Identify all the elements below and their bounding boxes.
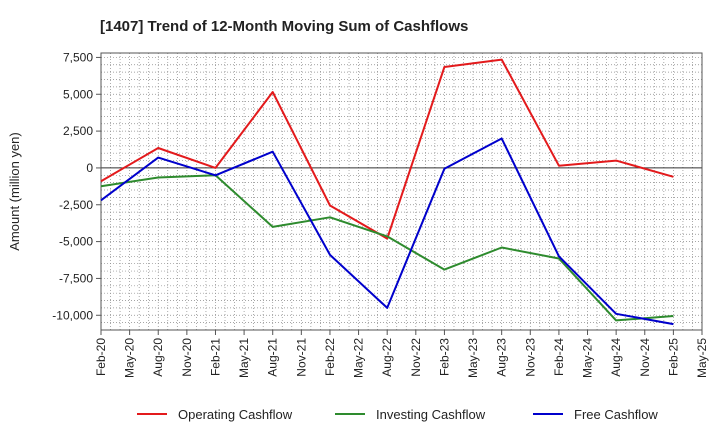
x-tick-label: May-23 <box>466 338 480 378</box>
legend-label-investing-cashflow: Investing Cashflow <box>376 407 486 422</box>
x-tick-label: May-24 <box>581 338 595 378</box>
series-line-investing-cashflow <box>100 174 674 322</box>
x-tick-label: Feb-25 <box>666 338 680 376</box>
plot-frame <box>100 52 703 331</box>
y-tick-label: -2,500 <box>59 198 93 212</box>
x-tick-label: Aug-20 <box>151 338 165 377</box>
x-tick-label: Aug-23 <box>495 338 509 377</box>
x-tick-label: May-25 <box>695 338 709 378</box>
y-tick-label: -5,000 <box>59 235 93 249</box>
series-lines <box>100 58 674 326</box>
series-line-operating-cashflow <box>100 58 674 240</box>
x-tick-label: Nov-23 <box>523 338 537 377</box>
x-tick-label: Feb-22 <box>323 338 337 376</box>
y-tick-label: 0 <box>86 161 93 175</box>
x-tick-label: Nov-20 <box>180 338 194 377</box>
x-tick-label: Feb-23 <box>437 338 451 376</box>
y-axis: 7,500 5,000 2,500 0 -2,500 -5,000 -7,500 -10,00… <box>52 50 101 322</box>
legend-label-operating-cashflow: Operating Cashflow <box>178 407 293 422</box>
legend: Operating Cashflow Investing Cashflow Free… <box>137 407 658 422</box>
y-tick-label: 2,500 <box>63 124 93 138</box>
legend-label-free-cashflow: Free Cashflow <box>574 407 658 422</box>
x-tick-label: Aug-21 <box>266 338 280 377</box>
y-tick-label: 5,000 <box>63 87 93 101</box>
y-tick-label: 7,500 <box>63 50 93 64</box>
x-tick-label: Feb-24 <box>552 338 566 376</box>
x-tick-label: May-22 <box>352 338 366 378</box>
x-tick-label: May-20 <box>123 338 137 378</box>
x-tick-label: Feb-20 <box>94 338 108 376</box>
grid-lines <box>101 53 702 330</box>
y-tick-label: -7,500 <box>59 271 93 285</box>
chart-title: [1407] Trend of 12-Month Moving Sum of C… <box>100 18 468 35</box>
x-tick-label: Nov-24 <box>638 338 652 377</box>
y-tick-label: -10,000 <box>52 308 93 322</box>
y-axis-label: Amount (million yen) <box>7 132 22 251</box>
x-tick-label: Nov-22 <box>409 338 423 377</box>
series-line-free-cashflow <box>100 137 674 326</box>
x-axis: Feb-20 May-20 Aug-20 Nov-20 Feb-21 May-21 Aug-… <box>94 330 709 378</box>
x-tick-label: May-21 <box>237 338 251 378</box>
x-tick-label: Aug-24 <box>609 338 623 377</box>
x-tick-label: Aug-22 <box>380 338 394 377</box>
x-tick-label: Feb-21 <box>208 338 222 376</box>
x-tick-label: Nov-21 <box>294 338 308 377</box>
